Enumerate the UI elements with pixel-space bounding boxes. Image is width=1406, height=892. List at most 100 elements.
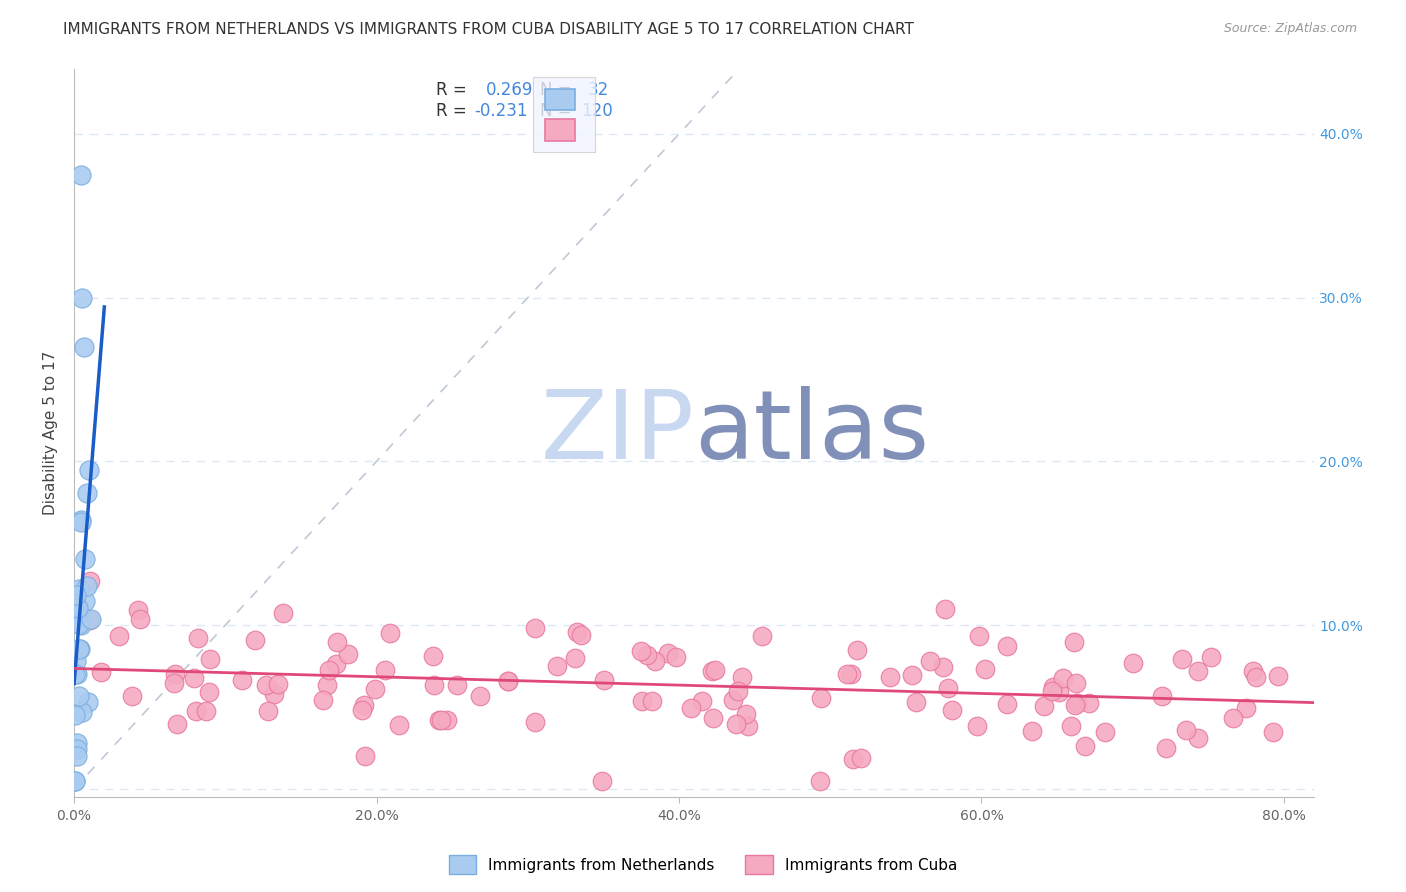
- Point: [524, 621, 547, 635]
- Point: [657, 646, 679, 660]
- Point: [326, 635, 349, 649]
- Legend: , : ,: [533, 77, 595, 153]
- Point: [1241, 664, 1264, 678]
- Point: [665, 649, 688, 664]
- Point: [254, 678, 277, 692]
- Point: [1066, 696, 1088, 710]
- Point: [1234, 701, 1257, 715]
- Point: [63, 773, 86, 788]
- Text: 0.269: 0.269: [486, 81, 533, 100]
- Point: [470, 689, 492, 703]
- Point: [901, 667, 924, 681]
- Point: [564, 650, 586, 665]
- Point: [1049, 685, 1071, 699]
- Point: [1033, 699, 1056, 714]
- Point: [569, 628, 592, 642]
- Point: [79, 613, 101, 627]
- Point: [72, 291, 94, 305]
- Point: [723, 693, 745, 707]
- Point: [318, 663, 340, 677]
- Point: [67, 641, 90, 656]
- Point: [256, 705, 278, 719]
- Point: [1063, 635, 1085, 649]
- Point: [198, 652, 221, 666]
- Point: [63, 596, 86, 610]
- Text: ZIP: ZIP: [540, 386, 695, 479]
- Point: [65, 654, 87, 668]
- Point: [378, 625, 401, 640]
- Point: [271, 606, 294, 620]
- Text: N =: N =: [540, 102, 578, 120]
- Point: [184, 704, 207, 718]
- Point: [692, 694, 714, 708]
- Point: [66, 667, 89, 681]
- Point: [65, 736, 87, 750]
- Point: [734, 707, 756, 722]
- Point: [187, 631, 209, 645]
- Point: [1222, 711, 1244, 725]
- Point: [69, 641, 91, 656]
- Point: [446, 678, 468, 692]
- Point: [524, 714, 547, 729]
- Point: [76, 486, 98, 500]
- Text: 120: 120: [581, 102, 613, 120]
- Point: [1122, 656, 1144, 670]
- Point: [934, 602, 956, 616]
- Point: [63, 708, 86, 723]
- Point: [267, 677, 290, 691]
- Point: [725, 716, 748, 731]
- Point: [163, 676, 186, 690]
- Point: [631, 694, 654, 708]
- Point: [163, 666, 186, 681]
- Point: [1244, 670, 1267, 684]
- Point: [936, 681, 959, 696]
- Legend: Immigrants from Netherlands, Immigrants from Cuba: Immigrants from Netherlands, Immigrants …: [443, 849, 963, 880]
- Point: [312, 692, 335, 706]
- Point: [429, 713, 451, 727]
- Point: [353, 749, 375, 764]
- Point: [231, 673, 253, 687]
- Point: [70, 513, 93, 527]
- Point: [63, 667, 86, 681]
- Point: [941, 703, 963, 717]
- Point: [498, 674, 520, 689]
- Point: [166, 717, 188, 731]
- Text: R =: R =: [436, 102, 472, 120]
- Point: [1094, 725, 1116, 739]
- Point: [810, 690, 832, 705]
- Point: [197, 685, 219, 699]
- Point: [243, 632, 266, 647]
- Point: [727, 684, 749, 698]
- Point: [353, 698, 375, 713]
- Point: [70, 618, 93, 632]
- Point: [546, 659, 568, 673]
- Point: [436, 713, 458, 727]
- Point: [842, 751, 865, 765]
- Point: [1174, 723, 1197, 737]
- Point: [592, 673, 614, 687]
- Point: [644, 654, 666, 668]
- Point: [995, 639, 1018, 653]
- Point: [496, 674, 519, 689]
- Y-axis label: Disability Age 5 to 17: Disability Age 5 to 17: [44, 351, 58, 515]
- Point: [67, 582, 90, 596]
- Point: [641, 694, 664, 708]
- Point: [129, 612, 152, 626]
- Point: [70, 516, 93, 530]
- Point: [66, 742, 89, 756]
- Point: [77, 695, 100, 709]
- Point: [263, 687, 285, 701]
- Point: [681, 701, 703, 715]
- Point: [67, 689, 90, 703]
- Point: [1064, 676, 1087, 690]
- Point: [1074, 739, 1097, 753]
- Point: [325, 657, 347, 671]
- Point: [75, 552, 97, 566]
- Text: -0.231: -0.231: [475, 102, 529, 120]
- Point: [1059, 719, 1081, 733]
- Point: [315, 678, 337, 692]
- Point: [65, 588, 87, 602]
- Point: [422, 649, 444, 664]
- Point: [1052, 671, 1074, 685]
- Point: [77, 462, 100, 476]
